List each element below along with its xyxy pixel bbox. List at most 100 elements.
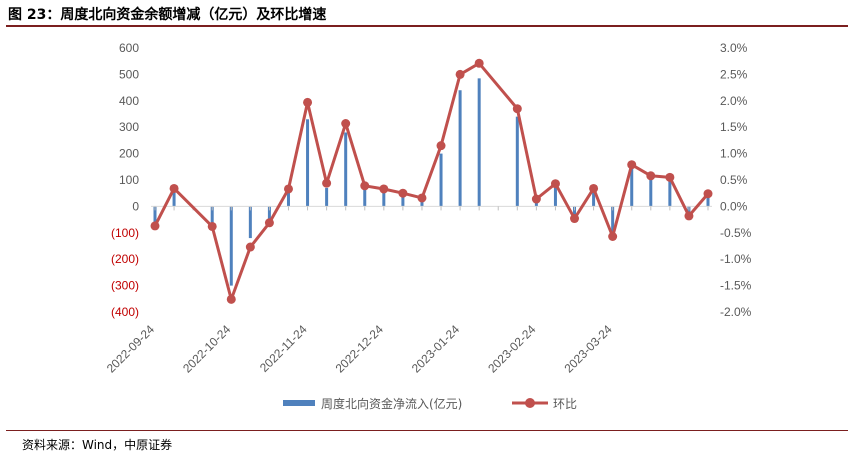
bar <box>649 174 653 207</box>
left-axis-tick-label: (100) <box>111 226 139 240</box>
bar <box>515 116 519 207</box>
bar <box>573 206 577 217</box>
bar <box>172 190 176 207</box>
left-axis-tick-label: 400 <box>119 94 139 108</box>
line-point <box>341 119 351 129</box>
line-point <box>608 231 618 241</box>
bar <box>363 187 367 207</box>
right-axis-tick-label: 2.0% <box>720 94 748 108</box>
bar <box>668 177 672 207</box>
line-point <box>360 181 370 191</box>
line-point <box>684 211 694 221</box>
line-point <box>379 184 389 194</box>
right-axis-ticks: 3.0% 2.5% 2.0% 1.5% 1.0% 0.5% 0.0% -0.5% -1.0% -1… <box>720 41 752 319</box>
line-path <box>153 61 710 301</box>
title-divider <box>6 25 848 27</box>
right-axis-tick-label: 0.5% <box>720 173 748 187</box>
x-axis-tick-label: 2022-11-24 <box>257 322 310 375</box>
line-point <box>570 214 580 224</box>
chart-title: 图 23：周度北向资金余额增减（亿元）及环比增速 <box>8 7 327 23</box>
line-point <box>436 141 446 151</box>
bar <box>325 187 329 207</box>
left-axis-tick-label: 200 <box>119 147 139 161</box>
legend-line-label: 环比 <box>553 397 577 411</box>
left-axis-tick-label: (400) <box>111 305 139 319</box>
line-point <box>207 221 217 231</box>
chart: 6005004003002001000(100)(200)(300)(400) … <box>104 41 752 411</box>
line-point <box>646 171 656 181</box>
line-point <box>627 160 637 170</box>
legend: 周度北向资金净流入(亿元) 环比 <box>283 396 577 411</box>
line-point <box>245 242 255 252</box>
line-point <box>226 294 236 304</box>
x-axis-tick-label: 2023-01-24 <box>409 322 463 376</box>
bar <box>630 166 634 207</box>
bar <box>553 187 557 207</box>
line-point <box>322 178 332 188</box>
right-axis-tick-label: -0.5% <box>720 226 752 240</box>
legend-line-marker <box>525 398 535 408</box>
line-point <box>665 172 675 182</box>
bar <box>306 119 310 207</box>
left-axis-tick-label: 0 <box>132 199 139 213</box>
bar <box>611 206 615 233</box>
right-axis-tick-label: 2.5% <box>720 67 748 81</box>
line-point <box>455 69 465 79</box>
line-point <box>283 184 293 194</box>
right-axis-tick-label: -2.0% <box>720 305 752 319</box>
left-axis-tick-label: (300) <box>111 279 139 293</box>
right-axis-tick-label: -1.5% <box>720 279 752 293</box>
bar <box>420 199 424 207</box>
x-axis-tick-label: 2023-02-24 <box>485 322 539 376</box>
bar <box>153 206 157 225</box>
x-axis-ticks <box>154 206 709 211</box>
line-point <box>512 104 522 114</box>
bar-series <box>153 78 710 286</box>
x-axis-tick-label: 2022-09-24 <box>104 322 158 376</box>
right-axis-tick-label: 1.0% <box>720 147 748 161</box>
source-divider <box>6 430 848 431</box>
bar <box>401 195 405 207</box>
bar <box>286 190 290 207</box>
bar <box>248 206 252 239</box>
left-axis-tick-label: 300 <box>119 120 139 134</box>
x-axis-tick-label: 2022-10-24 <box>180 322 234 376</box>
line-point <box>264 218 274 228</box>
source-note: 资料来源：Wind，中原证券 <box>22 438 173 452</box>
bar <box>382 191 386 207</box>
left-axis-ticks: 600 500 400 300 200 100 0 (100) (200) (300) (400) <box>111 41 139 319</box>
bar <box>344 132 348 207</box>
bar <box>439 153 443 207</box>
legend-bar-label: 周度北向资金净流入(亿元) <box>321 396 462 411</box>
bar <box>267 206 271 223</box>
line-point <box>150 221 160 231</box>
line-point <box>589 183 599 193</box>
line-point <box>703 189 713 199</box>
legend-bar-swatch <box>283 400 315 406</box>
x-axis-labels: 2022-09-24 2022-10-24 2022-11-24 2022-12-24… <box>104 322 615 376</box>
x-axis-tick-label: 2023-03-24 <box>561 322 615 376</box>
line-point <box>169 183 179 193</box>
right-axis-tick-label: 0.0% <box>720 199 748 213</box>
left-axis-tick-label: (200) <box>111 252 139 266</box>
bar <box>592 190 596 207</box>
left-axis-tick-label: 500 <box>119 67 139 81</box>
bar <box>706 195 710 207</box>
left-axis-tick-label: 100 <box>119 173 139 187</box>
line-point <box>474 58 484 68</box>
bar <box>229 206 233 286</box>
bar <box>477 78 481 207</box>
line-series <box>150 58 713 304</box>
line-point <box>417 193 427 203</box>
right-axis-tick-label: -1.0% <box>720 252 752 266</box>
line-point <box>398 188 408 198</box>
right-axis-tick-label: 1.5% <box>720 120 748 134</box>
bar <box>210 206 214 228</box>
line-point <box>550 179 560 189</box>
line-point <box>531 194 541 204</box>
left-axis-tick-label: 600 <box>119 41 139 55</box>
x-axis-tick-label: 2022-12-24 <box>333 322 387 376</box>
bar <box>458 90 462 207</box>
line-point <box>303 97 313 107</box>
right-axis-tick-label: 3.0% <box>720 41 748 55</box>
